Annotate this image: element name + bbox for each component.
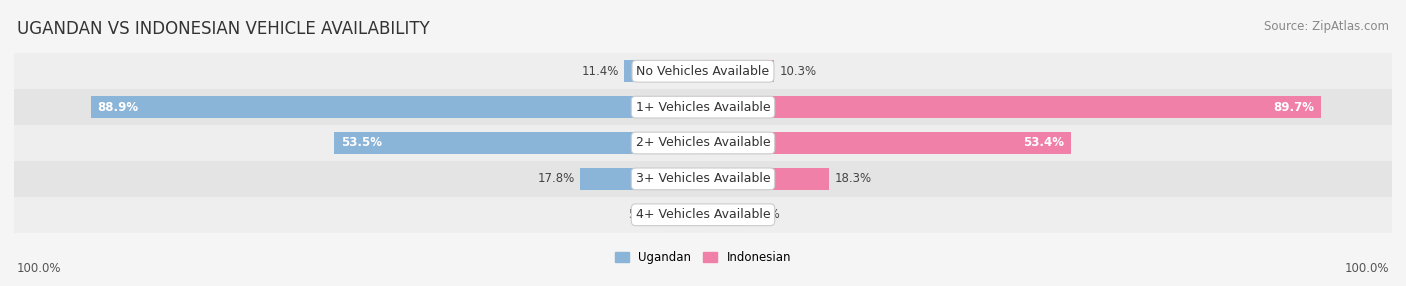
Bar bbox=[335, 132, 703, 154]
Bar bbox=[624, 60, 703, 82]
Bar bbox=[703, 168, 830, 190]
Text: 18.3%: 18.3% bbox=[835, 172, 872, 185]
Bar bbox=[703, 60, 773, 82]
Text: Source: ZipAtlas.com: Source: ZipAtlas.com bbox=[1264, 20, 1389, 33]
Bar bbox=[664, 204, 703, 226]
Bar bbox=[14, 197, 1392, 233]
Bar bbox=[90, 96, 703, 118]
Bar bbox=[14, 125, 1392, 161]
Text: 17.8%: 17.8% bbox=[537, 172, 575, 185]
Bar bbox=[703, 96, 1322, 118]
Text: 89.7%: 89.7% bbox=[1272, 101, 1315, 114]
Text: 1+ Vehicles Available: 1+ Vehicles Available bbox=[636, 101, 770, 114]
Text: 11.4%: 11.4% bbox=[582, 65, 619, 78]
Text: 53.5%: 53.5% bbox=[342, 136, 382, 150]
Text: 88.9%: 88.9% bbox=[97, 101, 139, 114]
Text: No Vehicles Available: No Vehicles Available bbox=[637, 65, 769, 78]
Text: 4+ Vehicles Available: 4+ Vehicles Available bbox=[636, 208, 770, 221]
Text: 2+ Vehicles Available: 2+ Vehicles Available bbox=[636, 136, 770, 150]
Bar bbox=[703, 132, 1071, 154]
Text: UGANDAN VS INDONESIAN VEHICLE AVAILABILITY: UGANDAN VS INDONESIAN VEHICLE AVAILABILI… bbox=[17, 20, 430, 38]
Text: 100.0%: 100.0% bbox=[17, 262, 62, 275]
Text: 5.7%: 5.7% bbox=[628, 208, 658, 221]
Legend: Ugandan, Indonesian: Ugandan, Indonesian bbox=[610, 247, 796, 269]
Text: 100.0%: 100.0% bbox=[1344, 262, 1389, 275]
Bar bbox=[14, 89, 1392, 125]
Text: 53.4%: 53.4% bbox=[1024, 136, 1064, 150]
Text: 10.3%: 10.3% bbox=[779, 65, 817, 78]
Bar bbox=[581, 168, 703, 190]
Bar bbox=[14, 161, 1392, 197]
Text: 3+ Vehicles Available: 3+ Vehicles Available bbox=[636, 172, 770, 185]
Bar bbox=[14, 53, 1392, 89]
Text: 6.0%: 6.0% bbox=[749, 208, 779, 221]
Bar bbox=[703, 204, 744, 226]
